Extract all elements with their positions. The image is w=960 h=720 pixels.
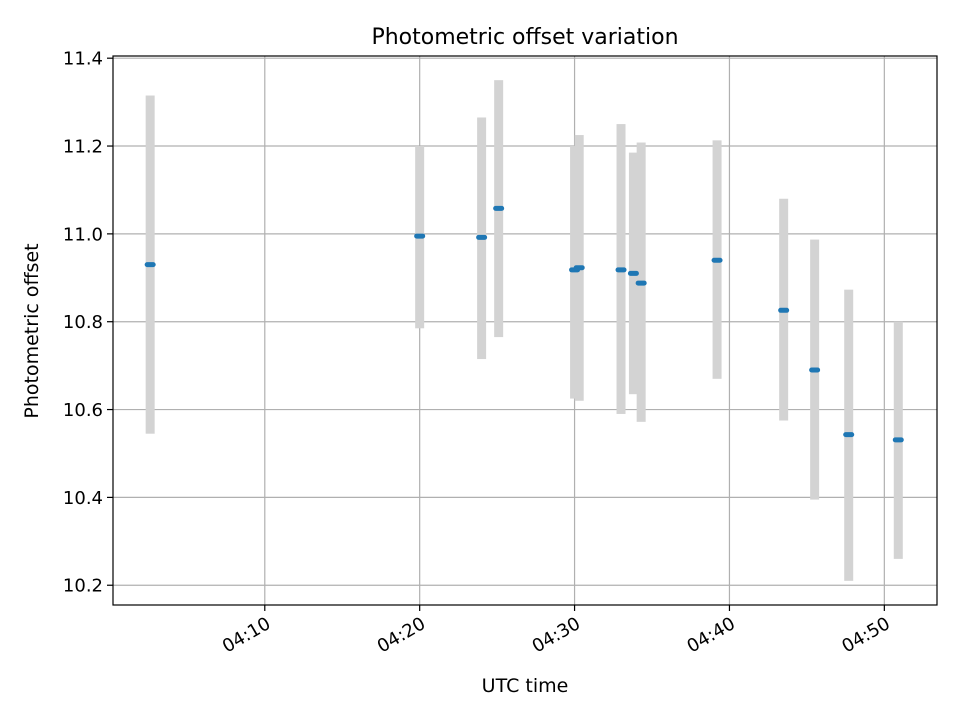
- y-axis-label: Photometric offset: [21, 243, 43, 418]
- data-point: [615, 267, 627, 273]
- plot-area: [113, 56, 937, 605]
- y-tick-label: 11.4: [63, 49, 103, 70]
- data-point: [843, 432, 855, 438]
- plot-frame: [112, 55, 938, 606]
- data-point: [778, 307, 790, 313]
- data-point: [711, 257, 723, 263]
- data-point: [892, 437, 904, 443]
- x-axis-label: UTC time: [482, 675, 569, 697]
- y-tick-label: 11.2: [63, 137, 103, 158]
- data-point: [476, 234, 488, 240]
- chart-title: Photometric offset variation: [371, 25, 678, 50]
- y-tick-label: 10.4: [63, 488, 103, 509]
- data-point: [809, 367, 821, 373]
- y-tick-label: 10.8: [63, 312, 103, 333]
- y-axis-ticks: 10.2 10.4 10.6 10.8 11.0 11.2 11.4: [63, 49, 113, 597]
- data-points: [144, 205, 904, 443]
- y-tick-label: 11.0: [63, 224, 103, 245]
- data-point: [414, 233, 426, 239]
- y-gridlines: [113, 57, 937, 586]
- data-point: [144, 262, 156, 268]
- y-tick-label: 10.2: [63, 576, 103, 597]
- data-point: [493, 205, 505, 211]
- data-point: [635, 280, 647, 286]
- y-tick-label: 10.6: [63, 400, 103, 421]
- data-point: [573, 265, 585, 271]
- data-point: [627, 270, 639, 276]
